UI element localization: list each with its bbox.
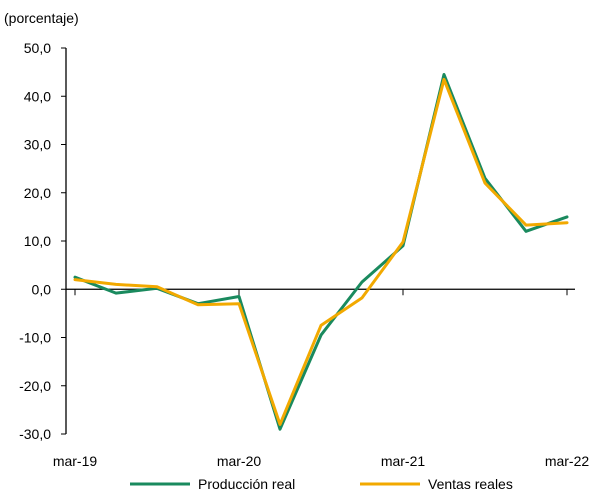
y-tick-label: -20,0 [19, 378, 51, 394]
series-line-1 [73, 77, 569, 426]
axes [65, 48, 575, 434]
unit-label: (porcentaje) [4, 10, 79, 26]
y-tick-label: 30,0 [24, 137, 51, 153]
y-tick-label: 0,0 [32, 281, 52, 297]
x-axis-ticks: mar-19 mar-20 mar-21 mar-22 [53, 289, 590, 469]
x-tick-label: mar-21 [381, 453, 426, 469]
y-tick-label: -30,0 [19, 426, 51, 442]
y-tick-label: 20,0 [24, 185, 51, 201]
y-axis-ticks: -30,0 -20,0 -10,0 0,0 10,0 20,0 30,0 40,0 50,0 [19, 40, 66, 442]
legend: Producción real Ventas reales [130, 476, 513, 492]
x-tick-label: mar-20 [217, 453, 262, 469]
series-lines [73, 73, 569, 431]
y-tick-label: 50,0 [24, 40, 51, 56]
y-tick-label: 10,0 [24, 233, 51, 249]
series-line-0 [73, 73, 569, 431]
legend-label-produccion-real: Producción real [198, 476, 295, 492]
y-tick-label: -10,0 [19, 330, 51, 346]
x-tick-label: mar-19 [53, 453, 98, 469]
legend-label-ventas-reales: Ventas reales [428, 476, 513, 492]
y-tick-label: 40,0 [24, 88, 51, 104]
x-tick-label: mar-22 [545, 453, 590, 469]
